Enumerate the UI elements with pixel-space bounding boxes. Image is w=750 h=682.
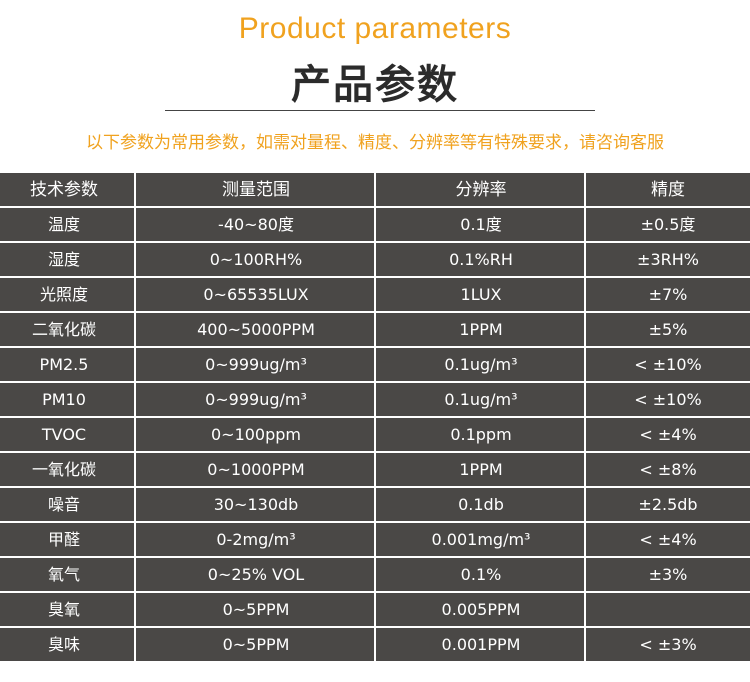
table-row: 臭味 0~5PPM 0.001PPM < ±3% [0,628,750,663]
table-row: TVOC 0~100ppm 0.1ppm < ±4% [0,418,750,453]
range-value: 30~130db [213,495,299,514]
row-divider [0,206,750,208]
parameter-name: PM2.5 [39,355,89,374]
column-header-range: 测量范围 [222,180,290,200]
accuracy-value: ±5% [648,320,688,339]
row-divider [0,416,750,418]
parameters-table: 技术参数 测量范围 分辨率 精度 温度 -40~80度 0.1度 ±0.5度湿度 0~1… [0,173,750,661]
resolution-value: 1LUX [460,285,502,304]
range-value: -40~80度 [218,215,294,234]
table-row: 光照度 0~65535LUX 1LUX ±7% [0,278,750,313]
resolution-value: 1PPM [459,460,503,479]
table-row: 温度 -40~80度 0.1度 ±0.5度 [0,208,750,243]
resolution-value: 0.001mg/m³ [431,530,531,549]
resolution-value: 0.1度 [460,215,502,234]
accuracy-value: ±7% [648,285,688,304]
accuracy-value: < ±10% [634,355,702,374]
range-value: 0~100ppm [210,425,302,444]
range-value: 0~999ug/m³ [205,355,307,374]
row-divider [0,381,750,383]
row-divider [0,451,750,453]
title-english: Product parameters [238,12,512,45]
range-value: 400~5000PPM [197,320,315,339]
column-header-accuracy: 精度 [651,180,685,200]
parameter-name: 湿度 [47,250,80,269]
column-header-parameter: 技术参数 [30,180,98,200]
resolution-value: 0.001PPM [441,635,521,654]
parameter-name: 一氧化碳 [31,460,96,479]
range-value: 0~25% VOL [207,565,305,584]
range-value: 0~999ug/m³ [205,390,307,409]
resolution-value: 0.1%RH [449,250,513,269]
table-row: 一氧化碳 0~1000PPM 1PPM < ±8% [0,453,750,488]
range-value: 0-2mg/m³ [216,530,296,549]
table-header-row: 技术参数 测量范围 分辨率 精度 [0,173,750,208]
resolution-value: 0.1db [458,495,504,514]
resolution-value: 0.005PPM [441,600,521,619]
accuracy-value: < ±10% [634,390,702,409]
table-row: 氧气 0~25% VOL 0.1% ±3% [0,558,750,593]
row-divider [0,626,750,628]
row-divider [0,486,750,488]
parameter-name: 甲醛 [47,530,80,549]
resolution-value: 0.1ug/m³ [444,390,518,409]
resolution-value: 0.1% [460,565,502,584]
accuracy-value: ±0.5度 [640,215,696,234]
accuracy-value: ±2.5db [638,495,698,514]
accuracy-value: < ±3% [639,635,697,654]
table-row: 甲醛 0-2mg/m³ 0.001mg/m³ < ±4% [0,523,750,558]
accuracy-value: < ±4% [639,425,697,444]
row-divider [0,521,750,523]
table-row: PM10 0~999ug/m³ 0.1ug/m³ < ±10% [0,383,750,418]
table-row: 二氧化碳 400~5000PPM 1PPM ±5% [0,313,750,348]
parameter-name: 氧气 [47,565,80,584]
table-row: 湿度 0~100RH% 0.1%RH ±3RH% [0,243,750,278]
row-divider [0,556,750,558]
parameter-name: 温度 [47,215,80,234]
range-value: 0~65535LUX [203,285,309,304]
resolution-value: 0.1ug/m³ [444,355,518,374]
row-divider [0,276,750,278]
table-row: PM2.5 0~999ug/m³ 0.1ug/m³ < ±10% [0,348,750,383]
resolution-value: 0.1ppm [450,425,512,444]
row-divider [0,591,750,593]
accuracy-value: ±3% [648,565,688,584]
row-divider [0,311,750,313]
resolution-value: 1PPM [459,320,503,339]
range-value: 0~1000PPM [207,460,305,479]
range-value: 0~5PPM [222,600,290,619]
accuracy-value: < ±8% [639,460,697,479]
parameter-name: TVOC [41,425,87,444]
accuracy-value: ±3RH% [637,250,699,269]
parameter-name: 噪音 [47,495,80,514]
accuracy-value: < ±4% [639,530,697,549]
parameter-name: 二氧化碳 [31,320,96,339]
table-row: 噪音 30~130db 0.1db ±2.5db [0,488,750,523]
title-divider [165,110,595,111]
row-divider [0,241,750,243]
parameter-name: 臭氧 [47,600,80,619]
row-divider [0,346,750,348]
accuracy-value [586,593,750,626]
notice-text: 以下参数为常用参数，如需对量程、精度、分辨率等有特殊要求，请咨询客服 [86,133,664,153]
range-value: 0~5PPM [222,635,290,654]
parameter-name: PM10 [42,390,86,409]
parameter-name: 光照度 [39,285,88,304]
parameter-name: 臭味 [47,635,80,654]
range-value: 0~100RH% [209,250,303,269]
column-header-resolution: 分辨率 [455,180,507,200]
title-chinese: 产品参数 [291,62,459,108]
table-row: 臭氧 0~5PPM 0.005PPM [0,593,750,628]
